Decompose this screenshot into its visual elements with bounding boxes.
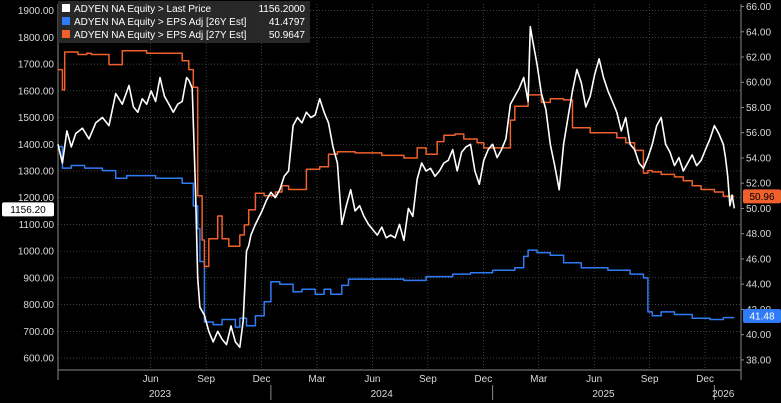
right-tick-label: 50.00 [746,204,771,215]
year-label: 2025 [592,389,615,400]
month-label: Mar [308,374,326,385]
right-tick-label: 56.00 [746,128,771,139]
left-tick-label: 1100.00 [19,220,55,231]
legend: ADYEN NA Equity > Last Price 1156.2000 ADY… [58,1,310,43]
month-label: Jun [143,374,159,385]
last-value-badge [2,202,54,217]
month-label: Sep [197,374,215,385]
series-line-0 [57,25,736,349]
last-value-text: 1156.20 [10,205,46,216]
month-label: Jun [586,374,602,385]
left-tick-label: 1200.00 [18,193,55,204]
left-tick-label: 1800.00 [18,33,55,44]
left-tick-label: 1500.00 [18,113,55,124]
legend-series-value: 41.4797 [269,17,306,28]
right-tick-label: 40.00 [746,330,771,341]
month-label: Dec [474,374,492,385]
series-lines [57,25,736,349]
month-label: Dec [696,374,714,385]
left-tick-label: 1900.00 [18,6,55,17]
right-tick-label: 62.00 [746,53,771,64]
left-tick-label: 800.00 [23,300,54,311]
grid-lines [57,4,742,380]
right-tick-label: 60.00 [746,78,771,89]
right-tick-label: 52.00 [746,179,771,190]
series-line-1 [58,145,735,328]
last-value-badges: 1156.20 50.96 41.48 [2,189,781,323]
legend-series-value: 1156.2000 [258,4,305,15]
left-tick-label: 1300.00 [18,166,55,177]
legend-series-name: ADYEN NA Equity > Last Price [74,4,211,15]
last-value-badge [743,189,781,204]
last-value-badge [743,308,781,323]
right-tick-label: 38.00 [746,355,771,366]
legend-series-value: 50.9647 [269,30,306,41]
right-tick-label: 66.00 [746,2,771,13]
left-tick-label: 600.00 [23,353,54,364]
month-label: Jun [364,374,380,385]
left-tick-label: 1000.00 [18,247,55,258]
legend-swatch [62,17,70,25]
month-label: Mar [530,374,548,385]
left-tick-label: 1400.00 [18,140,55,151]
last-value-text: 50.96 [749,192,774,203]
x-axis: Jun Sep Dec Mar Jun Sep Dec Mar Jun Sep Dec 2023 202… [143,374,735,400]
legend-swatch [62,30,70,38]
month-label: Sep [641,374,659,385]
year-label: 2024 [371,389,394,400]
last-value-text: 41.48 [749,311,774,322]
legend-background [58,1,310,43]
left-axis-ticks: 600.00 700.00 800.00 900.00 1000.00 1100.00 12… [18,6,55,364]
legend-series-name: ADYEN NA Equity > EPS Adj [26Y Est] [74,17,247,28]
right-axis-ticks: 38.0040.0042.0044.0046.0048.0050.0052.00… [741,2,771,366]
left-tick-label: 700.00 [23,327,54,338]
left-tick-label: 1600.00 [18,86,55,97]
year-label: 2026 [712,389,735,400]
right-tick-label: 46.00 [746,254,771,265]
right-tick-label: 64.00 [746,27,771,38]
left-tick-label: 900.00 [23,273,54,284]
right-tick-label: 58.00 [746,103,771,114]
year-label: 2023 [149,389,172,400]
series-line-2 [58,49,735,268]
month-label: Dec [253,374,271,385]
legend-series-name: ADYEN NA Equity > EPS Adj [27Y Est] [74,30,247,41]
month-label: Sep [419,374,437,385]
legend-swatch [62,4,70,12]
right-tick-label: 54.00 [746,153,771,164]
right-tick-label: 44.00 [746,280,771,291]
right-tick-label: 48.00 [746,229,771,240]
left-tick-label: 1700.00 [18,60,55,71]
